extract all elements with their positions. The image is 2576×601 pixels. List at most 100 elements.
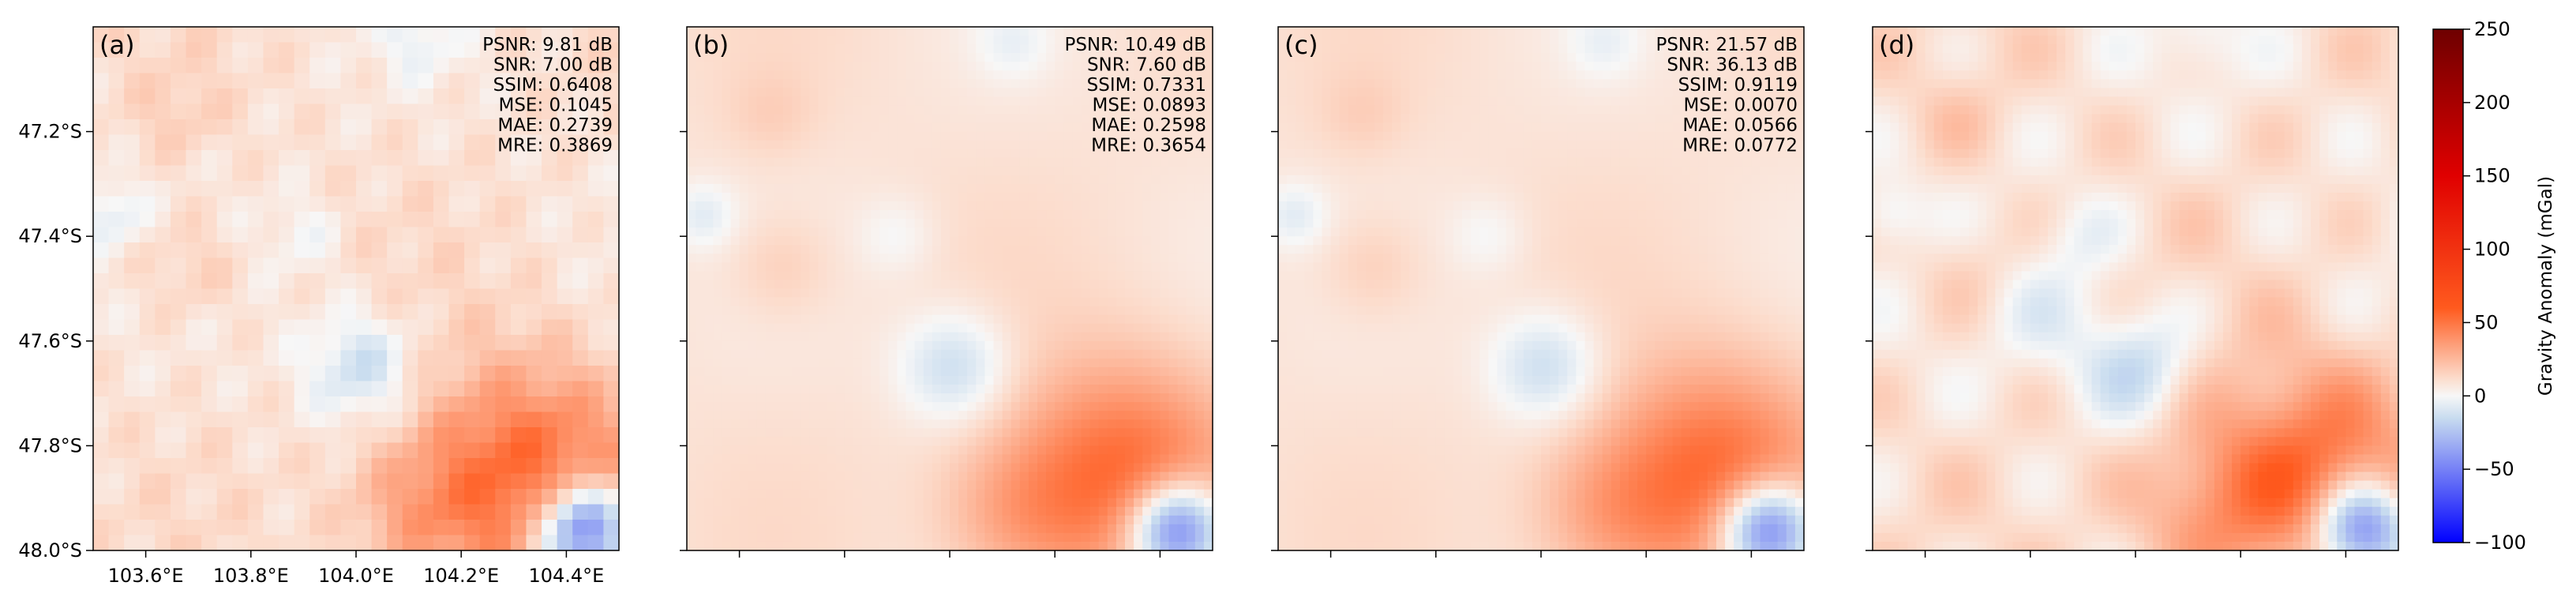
heatmap-cell	[1011, 254, 1021, 263]
heatmap-cell	[853, 131, 863, 141]
heatmap-cell	[387, 520, 403, 536]
heatmap-cell	[1134, 428, 1143, 438]
heatmap-cell	[603, 212, 620, 228]
heatmap-cell	[1019, 480, 1029, 490]
heatmap-cell	[1098, 166, 1108, 176]
heatmap-cell	[1011, 393, 1021, 403]
heatmap-cell	[976, 489, 985, 499]
heatmap-cell	[967, 340, 977, 351]
heatmap-cell	[940, 96, 951, 107]
heatmap-cell	[1203, 114, 1213, 124]
heatmap-cell	[1177, 323, 1187, 333]
heatmap-cell	[756, 454, 767, 464]
heatmap-cell	[888, 471, 898, 482]
heatmap-cell	[704, 498, 714, 508]
heatmap-cell	[1055, 210, 1064, 220]
heatmap-cell	[557, 381, 573, 397]
heatmap-cell	[139, 411, 156, 428]
heatmap-cell	[139, 288, 156, 305]
heatmap-cell	[324, 196, 342, 212]
heatmap-cell	[1072, 280, 1082, 290]
heatmap-cell	[1028, 323, 1038, 333]
heatmap-cell	[1116, 262, 1126, 272]
heatmap-cell	[1177, 219, 1187, 228]
heatmap-cell	[967, 411, 977, 420]
heatmap-cell	[696, 53, 705, 62]
heatmap-cell	[862, 376, 872, 385]
heatmap-cell	[1019, 366, 1029, 377]
heatmap-cell	[1063, 498, 1073, 508]
heatmap-cell	[722, 79, 732, 88]
heatmap-cell	[835, 114, 846, 124]
heatmap-cell	[862, 506, 872, 516]
heatmap-cell	[108, 535, 125, 551]
heatmap-cell	[232, 304, 249, 321]
heatmap-cell	[696, 471, 705, 482]
heatmap-cell	[232, 196, 249, 212]
heatmap-cell	[356, 442, 373, 459]
heatmap-cell	[792, 140, 801, 150]
heatmap-cell	[696, 463, 705, 473]
heatmap-cell	[783, 271, 793, 281]
heatmap-cell	[818, 393, 828, 403]
heatmap-cell	[940, 53, 951, 62]
heatmap-cell	[1002, 227, 1012, 237]
heatmap-cell	[914, 36, 924, 45]
heatmap-cell	[1151, 131, 1161, 141]
heatmap-cell	[722, 175, 732, 185]
heatmap-cell	[844, 489, 854, 499]
heatmap-cell	[765, 419, 775, 429]
heatmap-cell	[853, 62, 863, 71]
heatmap-cell	[1046, 88, 1056, 97]
heatmap-cell	[950, 358, 959, 368]
heatmap-cell	[495, 319, 512, 336]
heatmap-cell	[294, 273, 310, 290]
heatmap-cell	[1471, 44, 1480, 54]
heatmap-cell	[862, 27, 872, 36]
heatmap-cell	[1304, 44, 1314, 54]
heatmap-cell	[713, 376, 722, 385]
heatmap-cell	[1194, 445, 1205, 456]
heatmap-cell	[914, 385, 924, 394]
heatmap-cell	[809, 463, 819, 473]
heatmap-cell	[1002, 411, 1012, 420]
heatmap-cell	[950, 498, 959, 508]
heatmap-cell	[844, 393, 854, 403]
heatmap-cell	[888, 114, 898, 124]
heatmap-cell	[1055, 489, 1064, 499]
heatmap-cell	[1160, 349, 1170, 359]
heatmap-cell	[879, 393, 889, 403]
heatmap-cell	[201, 520, 218, 536]
heatmap-cell	[479, 212, 496, 228]
heatmap-cell	[713, 96, 722, 107]
heatmap-cell	[1028, 140, 1038, 150]
heatmap-cell	[976, 201, 985, 211]
heatmap-cell	[1116, 506, 1126, 516]
heatmap-cell	[495, 242, 512, 259]
heatmap-cell	[1002, 254, 1012, 263]
heatmap-cell	[704, 53, 714, 62]
heatmap-cell	[603, 227, 620, 243]
heatmap-cell	[984, 506, 995, 516]
heatmap-cell	[765, 53, 775, 62]
heatmap-cell	[108, 335, 125, 351]
heatmap-cell	[704, 175, 714, 185]
heatmap-cell	[495, 119, 512, 136]
heatmap-cell	[940, 36, 951, 45]
heatmap-cell	[958, 70, 968, 80]
heatmap-cell	[1081, 219, 1091, 228]
heatmap-cell	[897, 227, 907, 237]
heatmap-cell	[967, 471, 977, 482]
heatmap-cell	[1151, 498, 1161, 508]
heatmap-cell	[914, 340, 924, 351]
heatmap-cell	[958, 393, 968, 403]
heatmap-cell	[557, 520, 573, 536]
heatmap-cell	[1151, 524, 1161, 534]
heatmap-cell	[879, 280, 889, 290]
heatmap-cell	[1116, 62, 1126, 71]
heatmap-cell	[1002, 428, 1012, 438]
heatmap-cell	[940, 471, 951, 482]
heatmap-cell	[1203, 140, 1213, 150]
heatmap-cell	[1011, 306, 1021, 316]
heatmap-cell	[247, 366, 264, 382]
